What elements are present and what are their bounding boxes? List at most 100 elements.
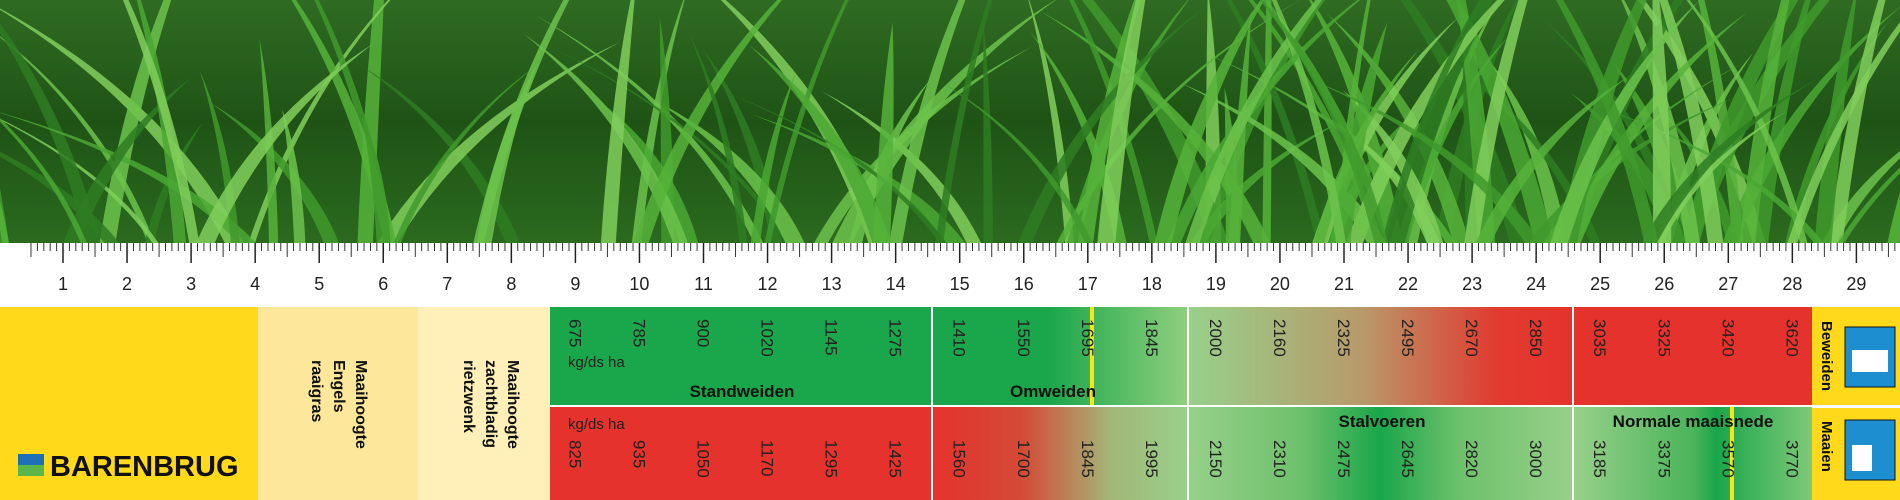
ruler-label: 15	[950, 274, 970, 294]
blade	[1069, 0, 1158, 243]
ruler-label: 16	[1014, 274, 1034, 294]
blade	[1698, 0, 1744, 243]
ruler-label: 29	[1846, 274, 1866, 294]
blade	[1040, 11, 1271, 243]
ruler-label: 5	[314, 274, 324, 294]
blade	[1190, 118, 1347, 243]
value: 2310	[1270, 440, 1289, 478]
blade	[282, 109, 306, 243]
blade	[1563, 12, 1747, 244]
segment-label: Omweiden	[1010, 382, 1096, 401]
value: 935	[629, 440, 648, 468]
blade	[1528, 95, 1739, 243]
ruler-label: 28	[1782, 274, 1802, 294]
blade	[291, 0, 397, 243]
blade	[63, 78, 191, 243]
blade	[523, 33, 688, 243]
value: 1410	[950, 319, 969, 357]
blade	[144, 122, 203, 243]
blade	[832, 0, 1056, 243]
segment-label: Standweiden	[690, 382, 795, 401]
value: 1425	[886, 440, 905, 478]
value: 2850	[1526, 319, 1545, 357]
value: 1845	[1078, 440, 1097, 478]
content: Maaihoogte Engels raaigras Maaihoogte zachtb…	[308, 319, 1835, 478]
logo: BARENBRUG	[50, 451, 239, 483]
blade	[393, 61, 543, 243]
blade	[1271, 0, 1346, 243]
logo-icon-field	[18, 465, 44, 476]
value: 3770	[1782, 440, 1801, 478]
blade	[0, 200, 9, 243]
blade	[0, 23, 101, 243]
marker	[1730, 407, 1734, 500]
ruler-label: 1	[58, 274, 68, 294]
value: 1170	[758, 440, 777, 477]
blade	[1381, 0, 1485, 243]
value: 3570	[1718, 440, 1737, 478]
blade	[196, 42, 375, 243]
blade	[1555, 0, 1659, 243]
segment-label: Stalvoeren	[1339, 412, 1426, 431]
blade	[360, 65, 520, 244]
value: 675	[565, 319, 584, 347]
blade	[889, 0, 966, 243]
blade	[1262, 0, 1272, 243]
segment-label: Normale maaisnede	[1613, 412, 1774, 431]
value: 3375	[1654, 440, 1673, 478]
blade	[1652, 0, 1672, 243]
blade	[935, 0, 993, 243]
blade	[1550, 1, 1699, 243]
ruler-label: 4	[250, 274, 260, 294]
blade	[1837, 167, 1900, 243]
blade	[821, 91, 982, 243]
cow-icon-shape	[1852, 350, 1888, 372]
value: 1275	[886, 319, 905, 357]
ruler-label: 2	[122, 274, 132, 294]
blade	[1434, 0, 1519, 243]
blade	[1097, 0, 1146, 243]
blade	[764, 0, 849, 243]
ruler-label: 14	[886, 274, 906, 294]
blade	[688, 32, 748, 243]
value: 3185	[1590, 440, 1609, 478]
value: 2495	[1398, 319, 1417, 357]
ruler-strip	[0, 243, 1900, 307]
blade	[1446, 0, 1554, 243]
column-panel	[418, 307, 550, 500]
unit: kg/ds ha	[568, 416, 625, 433]
value: 3325	[1654, 319, 1673, 357]
blade	[1400, 0, 1528, 243]
value: 3000	[1526, 440, 1545, 478]
blade	[1028, 0, 1074, 243]
zone	[1188, 407, 1573, 500]
blade	[601, 102, 699, 243]
divider	[1812, 405, 1900, 408]
zone	[932, 307, 1188, 405]
blade	[473, 0, 570, 243]
column-heading: Maaihoogte	[504, 360, 521, 449]
value: 1020	[758, 319, 777, 357]
column-heading: raaigras	[308, 360, 325, 422]
zone-dividers	[550, 307, 1812, 500]
ruler-label: 26	[1654, 274, 1674, 294]
column-heading: zachtbladig	[482, 360, 499, 448]
blade	[983, 23, 993, 243]
blade	[1259, 0, 1388, 243]
value: 1550	[1014, 319, 1033, 357]
blade	[357, 0, 384, 243]
ruler: 1 2 3 4 5 6 7 8 9 10 11 12 13 14 15 16 17 18 19 20 21 22 23 24 2…	[30, 243, 1896, 294]
column-heading: Engels	[330, 360, 347, 413]
value: 2325	[1334, 319, 1353, 357]
unit: kg/ds ha	[568, 354, 625, 371]
column-heading: Maaihoogte	[352, 360, 369, 449]
value: 2475	[1334, 440, 1353, 478]
ruler-label: 20	[1270, 274, 1290, 294]
grass-blades	[0, 0, 1900, 244]
ruler-label: 21	[1334, 274, 1354, 294]
zone	[1573, 307, 1812, 405]
ruler-label: 7	[442, 274, 452, 294]
zone	[1188, 307, 1573, 405]
row-label: Beweiden	[1818, 321, 1835, 391]
